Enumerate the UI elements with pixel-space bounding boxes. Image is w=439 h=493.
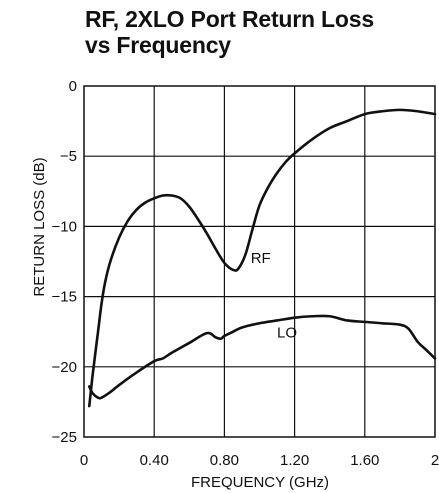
x-tick-label: 0 <box>80 452 88 469</box>
y-tick-labels: 0 −5 −10 −15 −20 −25 <box>52 78 77 446</box>
chart-title-line-1: RF, 2XLO Port Return Loss <box>85 6 374 32</box>
x-tick-label: 0.80 <box>210 452 239 469</box>
x-axis-label: FREQUENCY (GHz) <box>191 474 329 491</box>
annotation-rf: RF <box>251 250 271 267</box>
series-line-lo <box>87 314 437 400</box>
chart-title-line-2: vs Frequency <box>85 32 231 58</box>
x-tick-label: 2 <box>431 452 439 469</box>
chart-title: RF, 2XLO Port Return Loss vs Frequency <box>85 6 425 58</box>
y-tick-label: −20 <box>52 359 77 376</box>
series-annotations: RF LO <box>251 250 297 341</box>
grid-lines <box>84 86 435 437</box>
plot-frame <box>83 85 436 438</box>
y-tick-label: 0 <box>69 78 77 95</box>
y-axis-label: RETURN LOSS (dB) <box>31 157 48 296</box>
y-tick-label: −10 <box>52 218 77 235</box>
series-line-rf <box>87 108 437 408</box>
x-tick-label: 0.40 <box>140 452 169 469</box>
annotation-lo: LO <box>277 324 297 341</box>
y-tick-label: −25 <box>52 429 77 446</box>
x-tick-labels: 0 0.40 0.80 1.20 1.60 2 <box>80 452 439 469</box>
x-tick-label: 1.20 <box>280 452 309 469</box>
y-tick-label: −5 <box>60 148 77 165</box>
x-tick-label: 1.60 <box>350 452 379 469</box>
y-tick-label: −15 <box>52 289 77 306</box>
series-lines <box>87 108 437 408</box>
